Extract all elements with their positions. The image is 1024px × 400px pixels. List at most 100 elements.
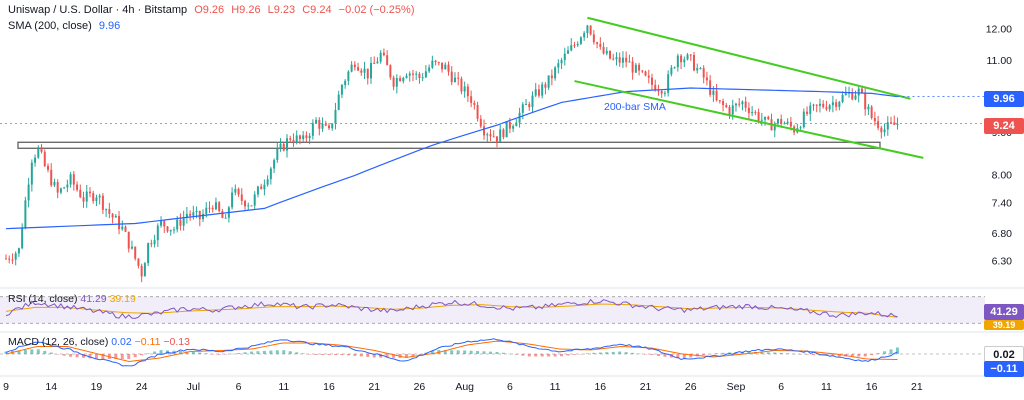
macd-histogram-bar xyxy=(766,352,770,354)
candle-body xyxy=(101,195,104,210)
candle-body xyxy=(392,77,395,87)
macd-histogram-bar xyxy=(230,353,234,355)
candle-body xyxy=(508,121,511,129)
candle-body xyxy=(198,211,201,220)
candle-body xyxy=(596,42,599,44)
time-axis-tick: 11 xyxy=(278,381,289,393)
candle-body xyxy=(88,191,91,194)
time-axis-tick: 26 xyxy=(685,381,697,393)
candle-body xyxy=(873,117,876,122)
candle-body xyxy=(815,104,818,106)
macd-histogram-bar xyxy=(62,354,66,356)
candle-body xyxy=(667,74,670,93)
macd-histogram-bar xyxy=(779,352,783,354)
candle-body xyxy=(240,194,243,201)
candle-body xyxy=(647,75,650,78)
macd-histogram-bar xyxy=(75,354,79,358)
sma-legend[interactable]: SMA (200, close) 9.96 xyxy=(8,20,124,32)
macd-histogram-bar xyxy=(676,354,680,359)
hist-value: −0.13 xyxy=(163,336,190,348)
macd-histogram-bar xyxy=(521,354,525,356)
rsi-badge: 41.29 xyxy=(984,304,1024,320)
macd-histogram-bar xyxy=(876,353,880,354)
candle-body xyxy=(618,57,621,63)
macd-histogram-bar xyxy=(308,354,312,355)
candle-body xyxy=(266,179,269,185)
macd-name: MACD (12, 26, close) xyxy=(8,336,109,348)
time-axis-tick: 19 xyxy=(91,381,103,393)
candle-body xyxy=(295,135,298,143)
macd-histogram-bar xyxy=(366,354,370,357)
candle-body xyxy=(250,205,253,207)
candle-body xyxy=(260,186,263,190)
candle-body xyxy=(5,258,7,260)
candle-body xyxy=(789,121,792,127)
macd-histogram-bar xyxy=(392,354,396,358)
candle-body xyxy=(17,248,20,254)
candle-body xyxy=(182,217,185,226)
macd-histogram-bar xyxy=(553,354,557,357)
sma-value: 9.96 xyxy=(98,20,121,32)
macd-histogram-bar xyxy=(689,354,693,358)
macd-legend[interactable]: MACD (12, 26, close) 0.02 −0.11 −0.13 xyxy=(8,336,190,348)
macd-histogram-bar xyxy=(140,354,144,356)
macd-histogram-bar xyxy=(340,354,344,355)
candle-body xyxy=(554,67,557,79)
candle-body xyxy=(541,84,544,96)
macd-histogram-bar xyxy=(812,354,815,356)
signal-value: −0.11 xyxy=(134,336,161,348)
channel-lower-line xyxy=(574,80,924,159)
candle-body xyxy=(589,25,592,35)
macd-histogram-bar xyxy=(49,352,53,354)
ohlc-low: L9.23 xyxy=(267,4,296,16)
macd-histogram-bar xyxy=(883,351,887,354)
macd-histogram-bar xyxy=(682,354,686,359)
candle-body xyxy=(166,226,169,232)
macd-histogram-bar xyxy=(540,354,544,357)
macd-histogram-bar xyxy=(94,354,98,359)
candle-body xyxy=(663,92,666,94)
macd-histogram-bar xyxy=(333,354,337,355)
candle-body xyxy=(298,135,301,140)
symbol-title[interactable]: Uniswap / U.S. Dollar · 4h · Bitstamp xyxy=(8,4,188,16)
candle-body xyxy=(502,129,505,138)
macd-histogram-bar xyxy=(30,349,34,354)
candle-body xyxy=(428,67,431,72)
rsi-legend[interactable]: RSI (14, close) 41.29 39.19 xyxy=(8,293,136,305)
candle-body xyxy=(612,58,615,60)
candle-body xyxy=(218,202,221,212)
candle-body xyxy=(308,135,311,139)
macd-histogram-bar xyxy=(650,354,654,356)
candle-body xyxy=(615,57,618,60)
candle-body xyxy=(176,219,179,230)
rsi-ma-value: 39.19 xyxy=(109,293,136,305)
candle-body xyxy=(237,188,240,195)
candle-body xyxy=(179,219,182,226)
candle-body xyxy=(644,71,647,76)
macd-histogram-bar xyxy=(249,351,253,354)
candle-body xyxy=(518,112,521,123)
candle-body xyxy=(118,215,121,230)
macd-histogram-bar xyxy=(411,354,415,357)
macd-histogram-bar xyxy=(191,351,195,354)
macd-histogram-bar xyxy=(417,354,421,355)
ohlc-close: C9.24 xyxy=(302,4,332,16)
candle-body xyxy=(686,54,689,60)
candle-body xyxy=(366,68,369,79)
macd-histogram-bar xyxy=(786,353,790,354)
candle-body xyxy=(576,43,579,46)
candle-body xyxy=(547,75,550,88)
candle-body xyxy=(692,54,695,71)
candle-body xyxy=(340,84,343,95)
main-legend: Uniswap / U.S. Dollar · 4h · Bitstamp O9… xyxy=(8,4,419,16)
candle-body xyxy=(783,123,786,125)
candle-body xyxy=(147,243,150,264)
candle-body xyxy=(276,148,279,161)
candle-body xyxy=(605,50,608,54)
macd-histogram-bar xyxy=(463,350,467,354)
macd-histogram-bar xyxy=(372,354,376,358)
candle-body xyxy=(347,71,350,81)
candle-body xyxy=(550,75,553,79)
candle-body xyxy=(896,124,899,126)
macd-histogram-bar xyxy=(353,354,357,356)
